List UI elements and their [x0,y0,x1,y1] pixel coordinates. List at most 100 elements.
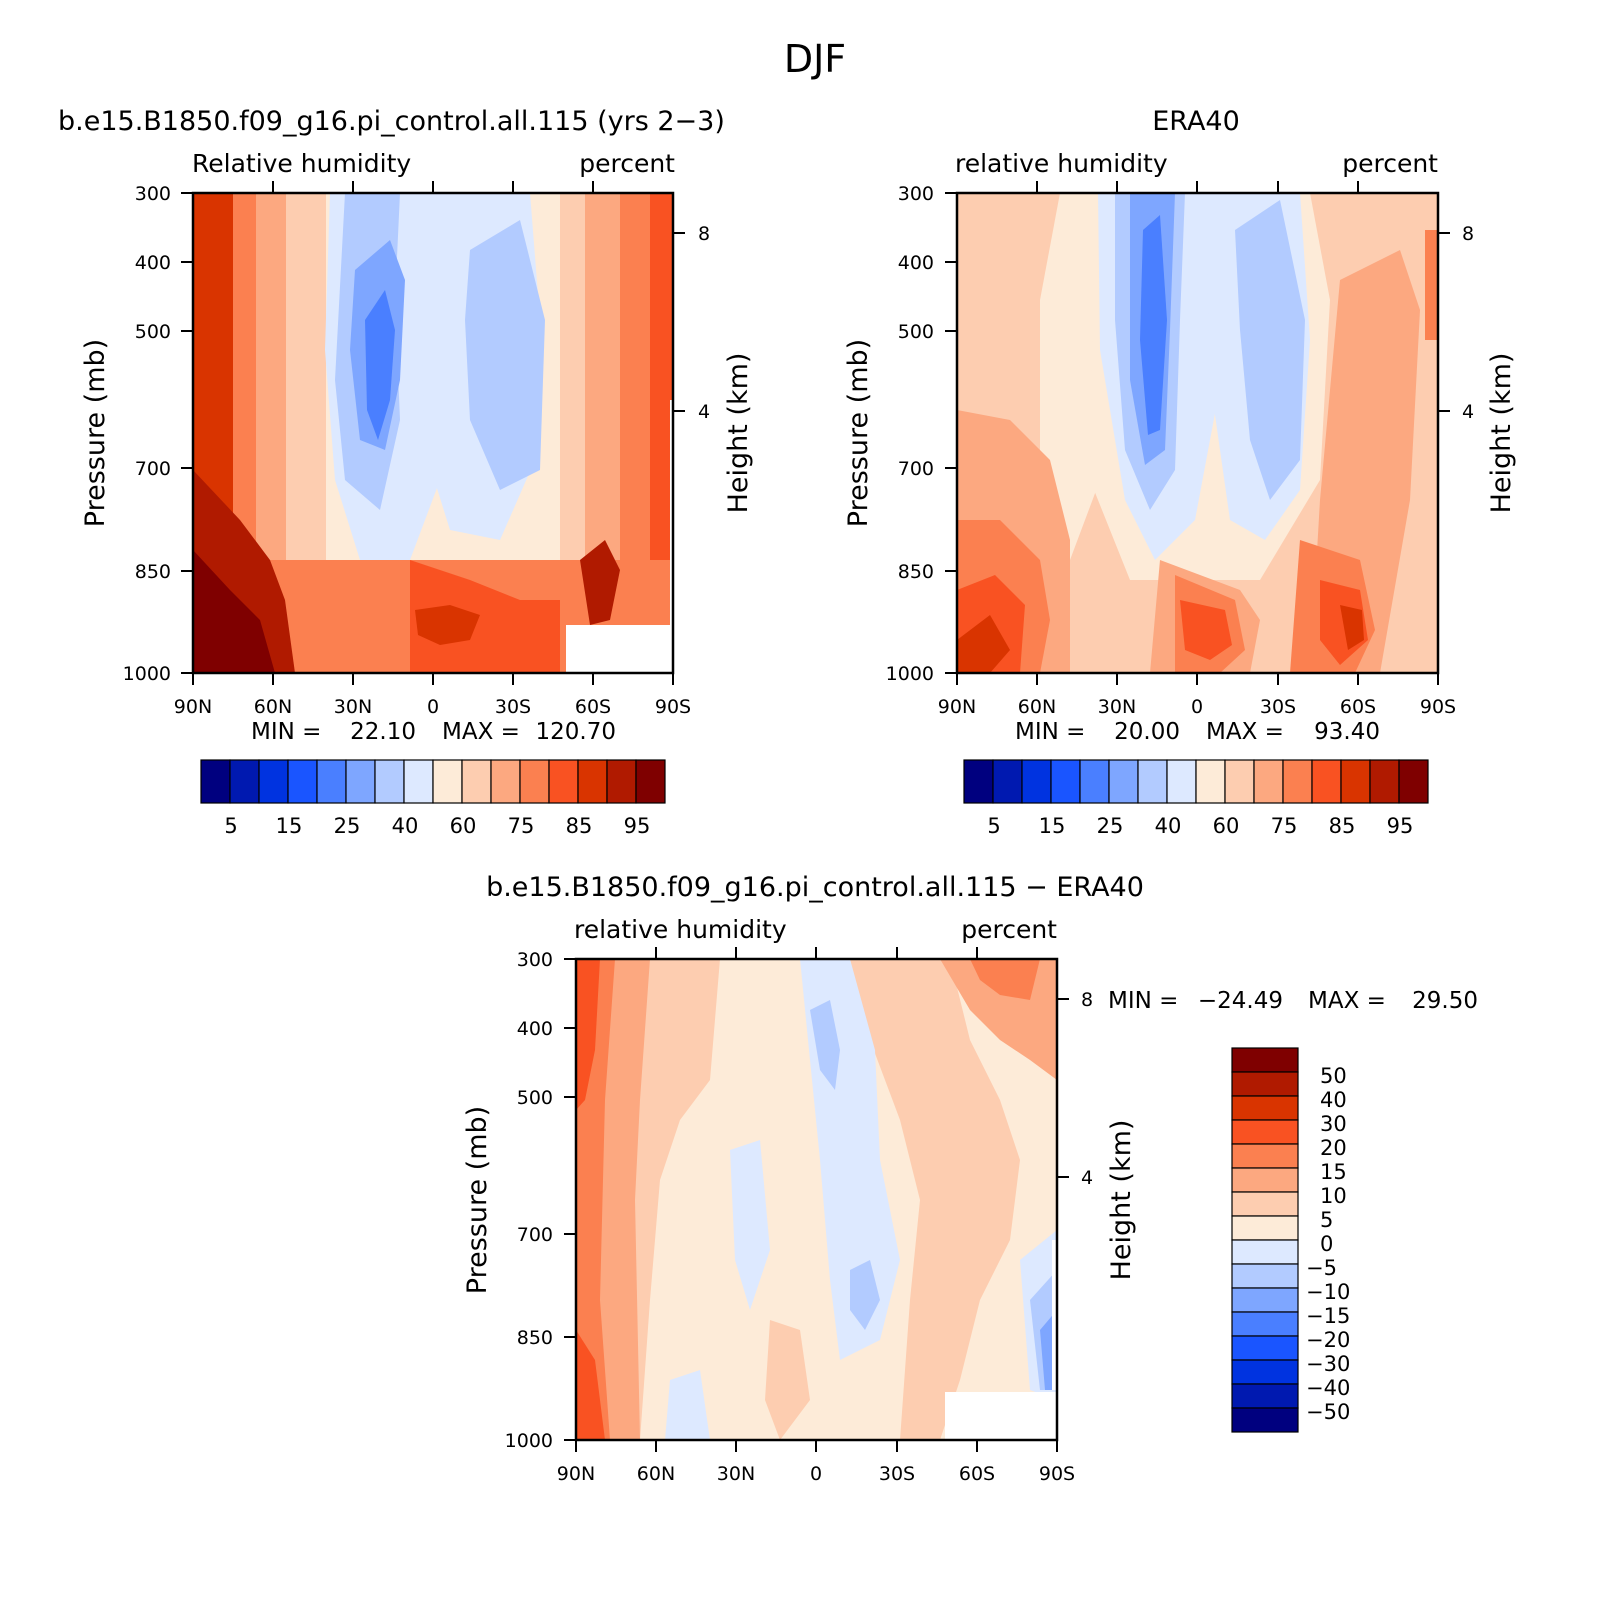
colorbar-swatch [1196,760,1225,803]
colorbar-label: 5 [987,814,1000,838]
colorbar-label: 5 [224,814,237,838]
colorbar-label: 95 [1387,814,1414,838]
colorbar-label: 5 [1320,1208,1333,1232]
colorbar-label: 40 [392,814,419,838]
colorbar-swatch [1232,1072,1298,1096]
colorbar-swatch [1232,1048,1298,1072]
ytick-right-label: 4 [1081,1167,1093,1189]
ytick-label: 300 [135,183,171,205]
panel-model-ylabel: Pressure (mb) [80,339,111,527]
colorbar-label: 25 [1097,814,1124,838]
panel-obs-colorbar-labels: 5 15 25 40 60 75 85 95 [987,814,1413,838]
colorbar-swatch [1232,1096,1298,1120]
colorbar-label: −20 [1306,1328,1350,1352]
ytick-label: 500 [517,1087,553,1109]
ytick-label: 400 [517,1018,553,1040]
panel-diff-min-label: MIN = [1108,988,1178,1014]
colorbar-swatch [1109,760,1138,803]
xtick-label: 30S [1260,696,1296,718]
xtick-label: 60S [1340,696,1376,718]
colorbar-swatch [259,760,288,803]
colorbar-swatch [549,760,578,803]
colorbar-swatch [375,760,404,803]
xtick-label: 60N [254,696,292,718]
xtick-label: 60S [959,1463,995,1485]
colorbar-swatch [964,760,993,803]
colorbar-label: 30 [1320,1112,1347,1136]
colorbar-label: 75 [1271,814,1298,838]
ytick-label: 850 [135,561,171,583]
panel-model-colorbar-labels: 5 15 25 40 60 75 85 95 [224,814,650,838]
xtick-label: 30S [879,1463,915,1485]
band [945,1392,1057,1440]
colorbar-swatch [433,760,462,803]
panel-diff-ylabel-right: Height (km) [1106,1120,1137,1281]
colorbar-label: 25 [334,814,361,838]
panel-diff-colorbar-labels: 50 40 30 20 15 10 5 0 −5 −10 −15 −20 −30… [1306,1064,1350,1424]
panel-model: b.e15.B1850.f09_g16.pi_control.all.115 (… [58,106,754,838]
panel-diff-max-value: 29.50 [1412,988,1478,1014]
ytick-label: 1000 [505,1430,553,1452]
ytick-label: 300 [898,183,934,205]
xtick-label: 0 [810,1463,822,1485]
panel-diff-title: b.e15.B1850.f09_g16.pi_control.all.115 −… [486,872,1144,903]
colorbar-swatch [1232,1144,1298,1168]
panel-diff-yticks: 300 400 500 700 850 1000 [505,949,576,1452]
colorbar-swatch [520,760,549,803]
xtick-label: 0 [1191,696,1203,718]
panel-diff-yticks-right: 8 4 [1057,989,1093,1189]
panel-model-yticks: 300 400 500 700 850 1000 [123,183,193,685]
figure: DJF b.e15.B1850.f09_g16.pi_control.all.1… [0,0,1619,1622]
xtick-label: 90S [1420,696,1456,718]
colorbar-swatch [1138,760,1167,803]
panel-model-colorbar [201,760,665,803]
panel-obs: ERA40 relative humidity percent [843,106,1517,838]
colorbar-swatch [1232,1168,1298,1192]
band [566,625,673,673]
ytick-label: 400 [898,252,934,274]
colorbar-swatch [1167,760,1196,803]
xtick-label: 90N [938,696,976,718]
colorbar-swatch [607,760,636,803]
colorbar-swatch [346,760,375,803]
colorbar-swatch [404,760,433,803]
panel-obs-yticks-right: 8 4 [1438,223,1474,423]
colorbar-swatch [201,760,230,803]
panel-obs-min-value: 20.00 [1114,719,1180,745]
panel-diff-min-value: −24.49 [1198,988,1283,1014]
xtick-label: 90N [174,696,212,718]
colorbar-label: −5 [1306,1256,1337,1280]
xtick-label: 60N [637,1463,675,1485]
colorbar-label: 60 [450,814,477,838]
xtick-label: 30N [717,1463,755,1485]
xtick-label: 60S [575,696,611,718]
colorbar-label: 10 [1320,1184,1347,1208]
colorbar-swatch [491,760,520,803]
colorbar-swatch [578,760,607,803]
panel-diff-max-label: MAX = [1308,988,1386,1014]
colorbar-swatch [1399,760,1428,803]
colorbar-swatch [1051,760,1080,803]
panel-obs-yticks: 300 400 500 700 850 1000 [886,183,957,685]
panel-obs-plot [957,193,1438,673]
ytick-label: 500 [898,321,934,343]
colorbar-label: 85 [566,814,593,838]
xtick-label: 30N [334,696,372,718]
colorbar-label: 15 [1039,814,1066,838]
panel-obs-left-label: relative humidity [955,149,1168,178]
ytick-label: 1000 [123,663,171,685]
panel-diff-plot [576,959,1057,1440]
panel-obs-colorbar [964,760,1428,803]
colorbar-swatch [1232,1384,1298,1408]
xtick-label: 60N [1018,696,1056,718]
xtick-label: 90S [1039,1463,1075,1485]
ytick-label: 700 [517,1224,553,1246]
colorbar-swatch [1225,760,1254,803]
panel-diff-colorbar [1232,1048,1298,1432]
colorbar-label: −15 [1306,1304,1350,1328]
panel-model-left-label: Relative humidity [192,149,411,178]
ytick-right-label: 8 [698,223,710,245]
colorbar-swatch [1232,1120,1298,1144]
band [1425,230,1438,340]
panel-diff-left-label: relative humidity [574,915,787,944]
